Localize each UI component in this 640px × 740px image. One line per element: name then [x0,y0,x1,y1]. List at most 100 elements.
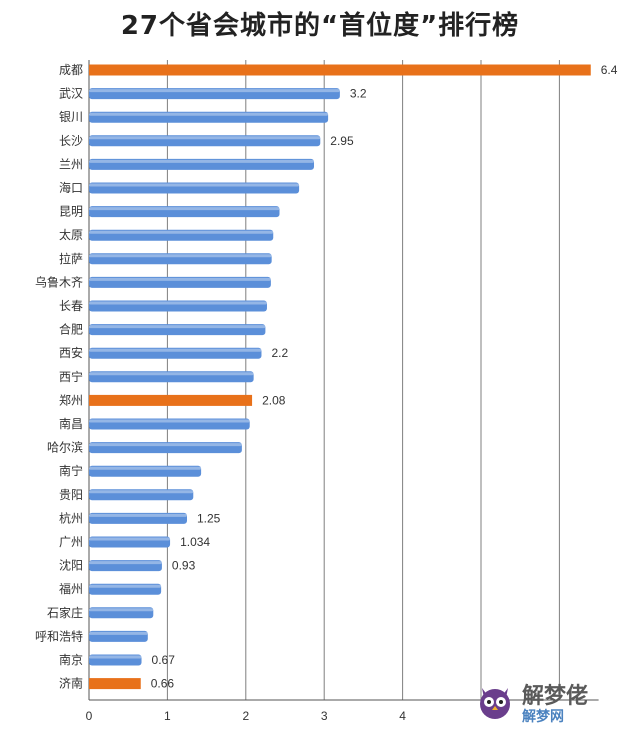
bar-highlight [89,443,242,447]
category-label: 广州 [59,535,83,549]
category-label: 沈阳 [59,558,83,573]
data-label: 0.66 [151,677,175,691]
bar-group: 武汉 3.2 [59,87,367,101]
category-label: 昆明 [59,205,83,219]
bar-group: 海口 [59,180,300,195]
bar-highlight [89,655,142,659]
category-label: 兰州 [59,157,83,171]
bar-highlight [89,112,329,116]
bar-group: 呼和浩特 [35,628,148,643]
category-label: 合肥 [59,322,83,337]
bar-highlight [89,254,272,258]
category-label: 银川 [59,110,83,124]
x-tick-label: 1 [164,709,171,723]
data-label: 2.95 [330,134,354,148]
bar [89,111,329,123]
bar-group: 南京 0.67 [59,652,175,667]
bar-highlight [89,301,267,305]
bar [89,347,262,359]
category-label: 呼和浩特 [35,628,83,643]
bar [89,489,194,501]
bar-highlight [89,631,148,635]
category-label: 成都 [59,63,83,77]
bar [89,560,162,572]
bar-group: 拉萨 [59,251,272,266]
category-label: 杭州 [59,510,83,525]
bar [89,135,321,147]
category-label: 西安 [59,345,83,360]
bar-highlight [89,230,274,234]
category-label: 西宁 [59,369,83,384]
bar-group: 太原 [59,227,274,242]
bar [89,630,148,642]
bar [89,182,300,194]
bar [89,229,274,241]
bar [89,678,141,690]
bar-highlight [89,608,154,612]
bar-group: 沈阳 0.93 [59,558,196,573]
watermark-main-text: 解梦佬 [522,684,589,709]
bar-group: 郑州 2.08 [59,392,286,407]
bar [89,206,280,218]
data-label: 2.08 [262,393,286,407]
category-label: 福州 [59,581,83,596]
bar-group: 长春 [59,299,267,313]
bar-highlight [89,584,162,588]
watermark: 解梦佬 解梦网 [474,678,624,730]
bar-group: 乌鲁木齐 [35,274,271,289]
bar-highlight [89,277,271,281]
bar [89,583,162,595]
category-label: 海口 [59,180,83,195]
bar [89,465,202,477]
category-label: 南宁 [59,463,83,478]
owl-logo-icon [480,688,510,719]
bar-highlight [89,490,194,494]
bar-highlight [89,348,262,352]
bar-group: 哈尔滨 [47,440,242,455]
bar-group: 贵阳 [59,488,194,502]
bar [89,418,250,430]
bar-highlight [89,537,171,541]
bar-highlight [89,89,340,93]
bar [89,88,340,100]
chart-title: 27个省会城市的“首位度”排行榜 [120,11,520,41]
x-tick-label: 2 [242,709,249,723]
bar [89,276,271,288]
x-tick-label: 3 [321,709,328,723]
bar-group: 昆明 [59,205,280,219]
data-label: 0.67 [152,653,176,667]
bar [89,512,187,524]
data-label: 3.2 [350,87,367,101]
category-label: 南昌 [59,416,83,431]
bar [89,536,171,548]
bar-highlight [89,466,202,470]
bar [89,253,272,265]
bar-group: 西宁 [59,369,254,384]
bar [89,300,267,312]
data-label: 0.93 [172,559,196,573]
bar-group: 银川 [59,110,329,124]
bar-group: 成都 6.4 [59,63,618,77]
data-label: 2.2 [271,346,288,360]
bar-group: 杭州 1.25 [59,510,221,525]
bar [89,654,142,666]
bar-group: 西安 2.2 [59,345,289,360]
bar-group: 广州 1.034 [59,535,210,549]
bar-highlight [89,561,162,565]
bar-group: 南宁 [59,463,202,478]
category-label: 石家庄 [47,605,83,620]
bar-group: 石家庄 [47,605,154,620]
category-label: 济南 [59,676,83,691]
bar-group: 合肥 [59,322,266,337]
bar-highlight [89,513,187,517]
category-label: 拉萨 [59,251,83,266]
bar-highlight [89,136,321,140]
bar [89,394,253,406]
category-label: 贵阳 [59,488,83,502]
watermark-sub-text: 解梦网 [522,709,564,725]
bar-highlight [89,325,266,329]
bar-group: 南昌 [59,416,250,431]
bar-highlight [89,159,315,163]
category-label: 哈尔滨 [47,440,83,455]
bar-highlight [89,207,280,211]
